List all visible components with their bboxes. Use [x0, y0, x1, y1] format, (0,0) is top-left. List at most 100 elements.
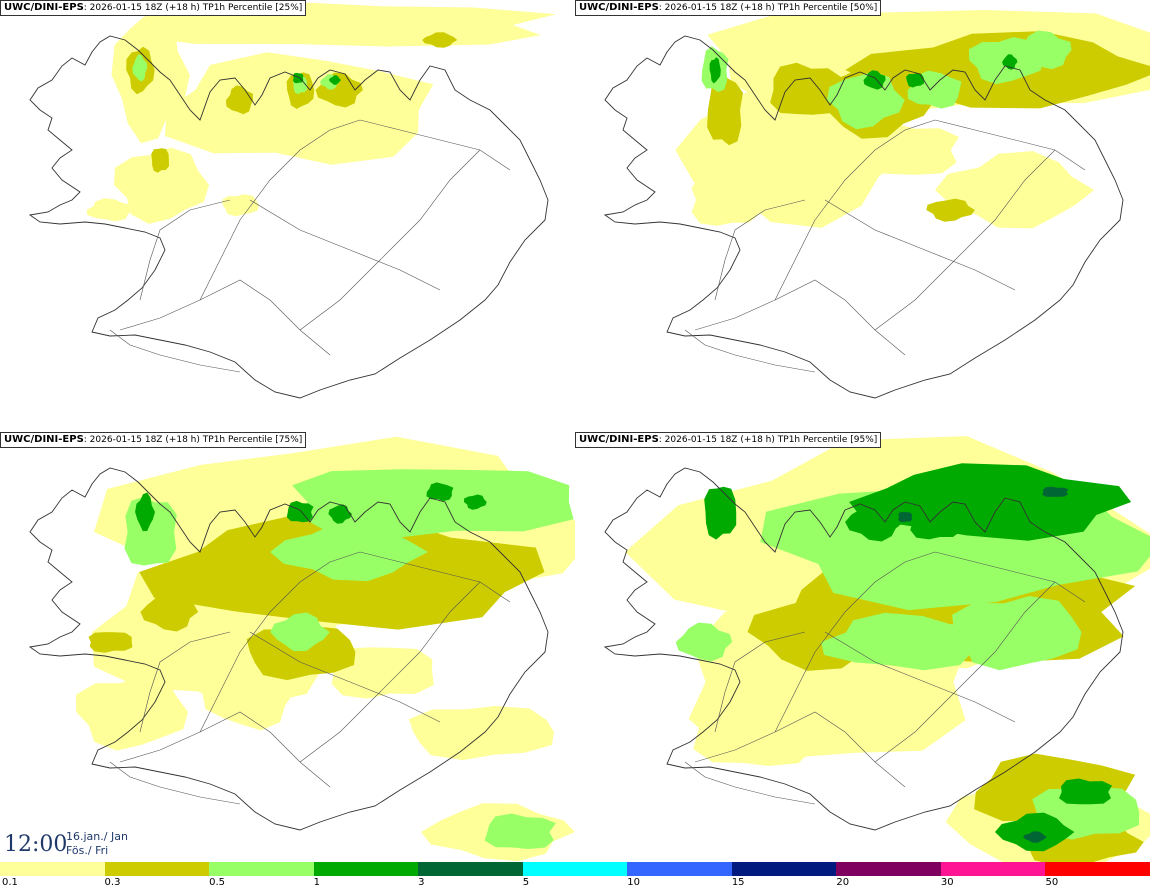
run-info: 2026-01-15 18Z (+18 h): [664, 435, 775, 445]
precip-area: [463, 494, 487, 510]
map-panel-p95: UWC/DINI-EPS: 2026-01-15 18Z (+18 h) TP1…: [575, 432, 1150, 862]
boundary-line: [249, 631, 441, 723]
precip-area: [709, 57, 721, 84]
precip-area: [76, 675, 188, 751]
precip-overlay: [76, 436, 575, 862]
precip-area: [86, 198, 132, 222]
boundary-line: [874, 149, 1056, 331]
panel-title: UWC/DINI-EPS: 2026-01-15 18Z (+18 h) TP1…: [575, 0, 882, 16]
precip-area: [246, 626, 356, 681]
model-name: UWC/DINI-EPS: [4, 2, 84, 13]
coastline: [603, 467, 1124, 831]
precip-overlay: [86, 1, 557, 224]
precip-area: [827, 71, 905, 130]
precip-area: [691, 174, 761, 226]
precip-area: [675, 622, 733, 662]
precip-area: [845, 503, 904, 542]
precip-area: [1023, 831, 1047, 843]
boundary-line: [359, 551, 511, 603]
precip-area: [926, 198, 975, 222]
legend-tick-label: 30: [940, 877, 954, 888]
legend-bar: [0, 862, 1150, 876]
precip-area: [270, 523, 428, 582]
legend-swatch: [418, 862, 523, 876]
legend-swatch: [940, 862, 1046, 876]
boundary-line: [714, 199, 806, 301]
model-name: UWC/DINI-EPS: [4, 434, 84, 445]
map-panel-p50: UWC/DINI-EPS: 2026-01-15 18Z (+18 h) TP1…: [575, 0, 1150, 430]
precip-area: [408, 706, 554, 761]
precip-area: [292, 469, 574, 538]
coastline: [28, 467, 549, 831]
boundary-line: [359, 119, 511, 171]
legend-swatch: [836, 862, 941, 876]
boundary-line: [109, 761, 241, 805]
precip-area: [909, 505, 962, 540]
legend-tick-label: 20: [836, 877, 850, 888]
valid-time-clock: 12:00: [4, 832, 68, 857]
boundary-line: [109, 329, 241, 373]
precip-area: [286, 500, 314, 523]
field-name: TP1h Percentile [95%]: [777, 435, 878, 445]
precip-area: [952, 596, 1082, 671]
precip-area: [151, 148, 169, 173]
precip-area: [821, 612, 983, 671]
boundary-line: [199, 551, 361, 733]
boundary-line: [139, 631, 231, 733]
model-name: UWC/DINI-EPS: [579, 434, 659, 445]
valid-time: 12:00 16.jan./ Jan Fös./ Fri: [0, 826, 140, 862]
boundary-line: [199, 119, 361, 301]
boundary-line: [249, 199, 441, 291]
boundary-line: [714, 631, 806, 733]
precip-map: [28, 1, 557, 399]
precip-area: [270, 612, 330, 652]
boundary-line: [824, 199, 1016, 291]
panel-title: UWC/DINI-EPS: 2026-01-15 18Z (+18 h) TP1…: [575, 432, 882, 448]
legend-swatch: [209, 862, 314, 876]
model-name: UWC/DINI-EPS: [579, 2, 659, 13]
precip-area: [140, 592, 199, 632]
precip-overlay: [675, 10, 1150, 229]
legend-swatch: [627, 862, 732, 876]
legend-tick-label: 0.5: [209, 877, 225, 888]
boundary-line: [774, 119, 936, 301]
legend-tick-label: 50: [1045, 877, 1059, 888]
precip-area: [1016, 30, 1072, 70]
precip-map: [28, 436, 575, 862]
precip-area: [132, 54, 148, 82]
boundary-line: [119, 279, 331, 356]
boundary-line: [874, 581, 1056, 763]
precip-area: [484, 813, 556, 849]
panel-title: UWC/DINI-EPS: 2026-01-15 18Z (+18 h) TP1…: [0, 432, 307, 448]
boundary-line: [774, 551, 936, 733]
boundary-line: [139, 199, 231, 301]
field-name: TP1h Percentile [75%]: [202, 435, 303, 445]
boundary-line: [684, 761, 816, 805]
field-name: TP1h Percentile [25%]: [202, 3, 303, 13]
panel-title: UWC/DINI-EPS: 2026-01-15 18Z (+18 h) TP1…: [0, 0, 307, 16]
legend-tick-label: 5: [522, 877, 530, 888]
valid-time-date: 16.jan./ Jan Fös./ Fri: [66, 830, 128, 858]
legend-swatch: [104, 862, 210, 876]
precip-area: [935, 151, 1095, 229]
precip-area: [135, 492, 155, 532]
legend-swatch: [1045, 862, 1150, 876]
date-line-1: 16.jan./ Jan: [66, 830, 128, 843]
legend-swatch: [313, 862, 419, 876]
boundary-line: [684, 329, 816, 373]
precip-map: [603, 10, 1150, 399]
precip-area: [114, 147, 209, 224]
field-name: TP1h Percentile [50%]: [777, 3, 878, 13]
boundary-line: [824, 631, 1016, 723]
run-info: 2026-01-15 18Z (+18 h): [89, 3, 200, 13]
map-panel-p25: UWC/DINI-EPS: 2026-01-15 18Z (+18 h) TP1…: [0, 0, 575, 430]
precip-area: [293, 72, 304, 84]
precip-map: [603, 436, 1150, 862]
coastline: [28, 35, 549, 399]
precip-area: [225, 85, 253, 115]
legend-swatch: [0, 862, 105, 876]
precip-area: [898, 511, 913, 523]
precip-area: [704, 486, 737, 540]
run-info: 2026-01-15 18Z (+18 h): [664, 3, 775, 13]
legend-tick-label: 10: [627, 877, 640, 888]
